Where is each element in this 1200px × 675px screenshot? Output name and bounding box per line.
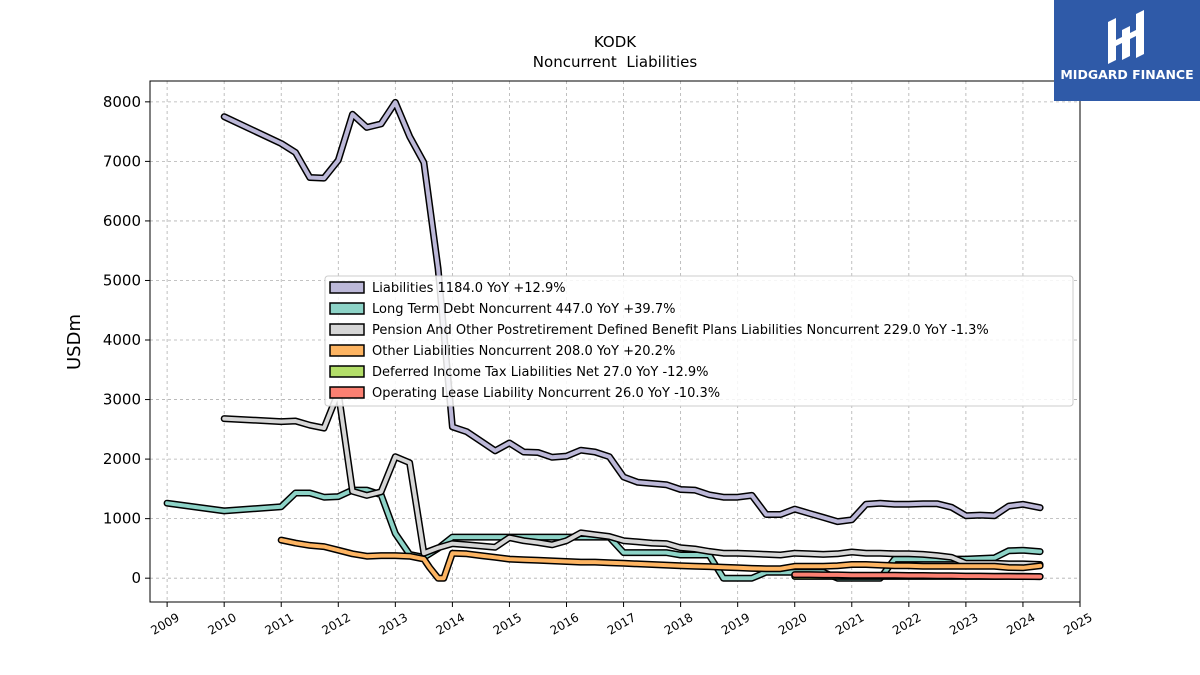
plot-frame bbox=[149, 80, 1081, 603]
y-tick-label: 1000 bbox=[103, 510, 141, 528]
legend-swatch bbox=[329, 281, 365, 294]
legend-swatch bbox=[329, 344, 365, 357]
legend-label: Liabilities 1184.0 YoY +12.9% bbox=[372, 281, 566, 296]
x-tick-label: 2010 bbox=[205, 610, 238, 637]
x-axis: 2009 2010 2011 2012 2013 2014 2015 2016 2017 2018… bbox=[148, 602, 1095, 638]
legend-label: Other Liabilities Noncurrent 208.0 YoY +… bbox=[372, 344, 675, 359]
x-tick-label: 2018 bbox=[662, 610, 695, 637]
x-tick-label: 2015 bbox=[491, 610, 524, 637]
y-axis: 0 1000 2000 3000 4000 5000 6000 7000 8000 bbox=[103, 93, 150, 587]
series-line-stroke bbox=[279, 538, 1043, 581]
midgard-finance-logo: MIDGARD FINANCE bbox=[1054, 0, 1200, 101]
series-layer bbox=[163, 98, 1044, 582]
legend-item: Deferred Income Tax Liabilities Net 27.0… bbox=[329, 365, 708, 380]
y-tick-label: 6000 bbox=[103, 212, 141, 230]
x-tick-label: 2025 bbox=[1061, 610, 1094, 637]
series-line bbox=[791, 571, 1044, 581]
y-tick-label: 3000 bbox=[103, 391, 141, 409]
x-tick-label: 2020 bbox=[776, 610, 809, 637]
legend-label: Pension And Other Postretirement Defined… bbox=[372, 323, 989, 338]
logo-text: MIDGARD FINANCE bbox=[1060, 67, 1194, 82]
x-tick-label: 2016 bbox=[548, 610, 581, 637]
y-tick-label: 0 bbox=[131, 569, 141, 587]
legend-item: Other Liabilities Noncurrent 208.0 YoY +… bbox=[329, 344, 675, 359]
legend-label: Long Term Debt Noncurrent 447.0 YoY +39.… bbox=[372, 302, 675, 317]
logo-mark-icon bbox=[1108, 10, 1144, 64]
x-tick-label: 2017 bbox=[605, 610, 638, 637]
legend-item: Operating Lease Liability Noncurrent 26.… bbox=[329, 386, 720, 401]
y-axis-label: USDm bbox=[64, 314, 85, 370]
series-line bbox=[220, 98, 1044, 526]
legend-swatch bbox=[329, 386, 365, 399]
legend: Liabilities 1184.0 YoY +12.9% Long Term D… bbox=[324, 275, 1074, 407]
x-tick-label: 2009 bbox=[148, 610, 181, 637]
legend-item: Liabilities 1184.0 YoY +12.9% bbox=[329, 281, 566, 296]
chart-title: KODK bbox=[594, 33, 637, 51]
series-line bbox=[277, 536, 1044, 582]
chart-subtitle: Noncurrent Liabilities bbox=[533, 53, 698, 71]
legend-label: Deferred Income Tax Liabilities Net 27.0… bbox=[372, 365, 708, 380]
y-tick-label: 4000 bbox=[103, 331, 141, 349]
series-line-stroke bbox=[222, 100, 1043, 524]
legend-swatch bbox=[329, 323, 365, 336]
y-tick-label: 5000 bbox=[103, 271, 141, 289]
x-tick-label: 2013 bbox=[377, 610, 410, 637]
x-tick-label: 2014 bbox=[434, 610, 467, 637]
legend-label: Operating Lease Liability Noncurrent 26.… bbox=[372, 386, 720, 401]
x-tick-label: 2019 bbox=[719, 610, 752, 637]
x-tick-label: 2022 bbox=[890, 610, 923, 637]
y-tick-label: 8000 bbox=[103, 93, 141, 111]
series-line-stroke bbox=[792, 572, 1043, 579]
x-tick-label: 2024 bbox=[1004, 610, 1037, 637]
legend-swatch bbox=[329, 302, 365, 315]
series-line-stroke bbox=[165, 488, 1043, 581]
series-line bbox=[163, 486, 1044, 582]
y-tick-label: 2000 bbox=[103, 450, 141, 468]
legend-item: Pension And Other Postretirement Defined… bbox=[329, 323, 989, 338]
legend-swatch bbox=[329, 365, 365, 378]
x-tick-label: 2012 bbox=[320, 610, 353, 637]
y-tick-label: 7000 bbox=[103, 152, 141, 170]
legend-item: Long Term Debt Noncurrent 447.0 YoY +39.… bbox=[329, 302, 675, 317]
legend-box bbox=[324, 275, 1074, 407]
series-line bbox=[220, 388, 1044, 568]
x-tick-label: 2023 bbox=[947, 610, 980, 637]
x-tick-label: 2011 bbox=[262, 610, 295, 637]
x-tick-label: 2021 bbox=[833, 610, 866, 637]
series-line-stroke bbox=[222, 390, 1043, 567]
